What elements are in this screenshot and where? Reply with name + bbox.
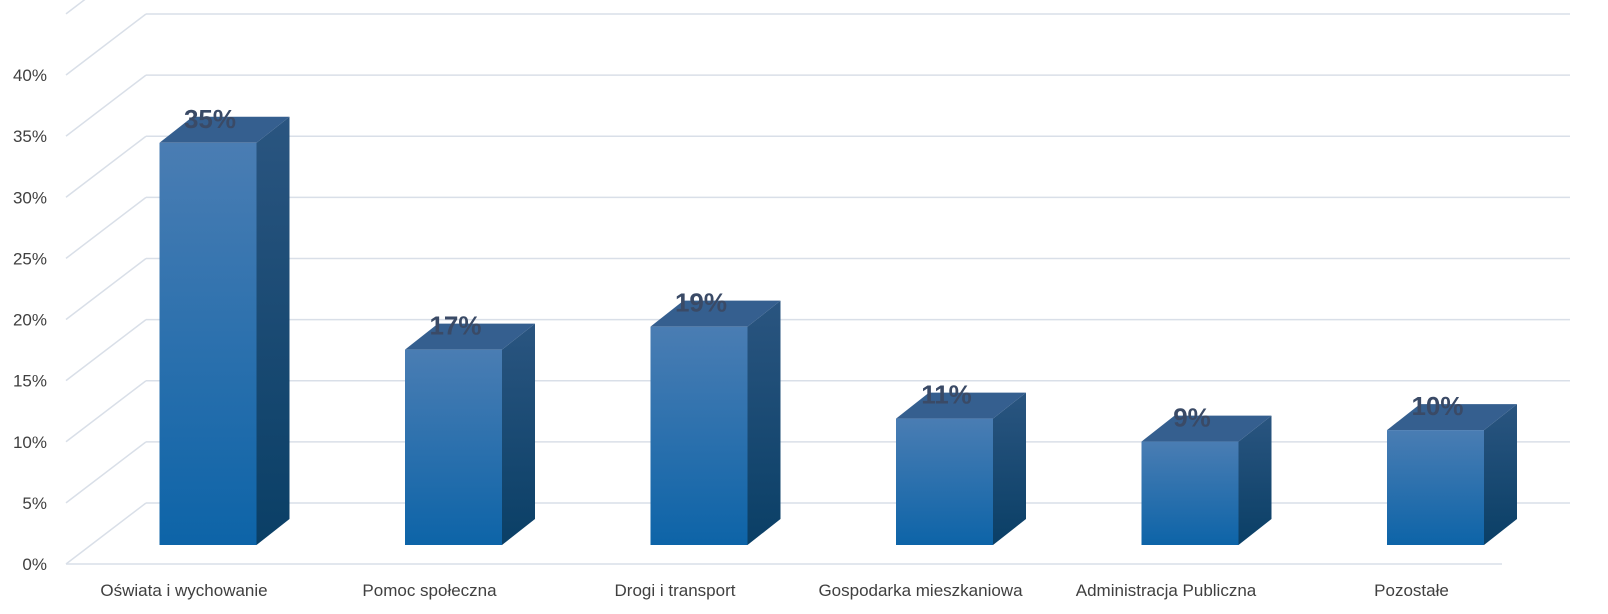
bar-front [1141, 441, 1239, 545]
gridline-side [65, 257, 147, 321]
gridlines [65, 0, 1570, 565]
bar: 35% [159, 104, 290, 546]
bar-top [159, 116, 290, 143]
bar-top [650, 300, 781, 327]
category-label: Drogi i transport [615, 581, 736, 600]
bar-front [1387, 430, 1484, 545]
category-label: Pozostałe [1374, 581, 1449, 600]
gridline-side [65, 135, 147, 198]
y-tick-label: 10% [13, 433, 47, 452]
bar: 10% [1387, 391, 1517, 545]
gridline-side [65, 380, 147, 443]
bar: 11% [896, 380, 1026, 545]
bar-front [896, 418, 993, 545]
gridline-side [65, 196, 147, 259]
y-tick-label: 15% [13, 372, 47, 391]
bars: 35% 17% 19% 11% 9% 10% [159, 104, 1517, 546]
data-label: 11% [921, 380, 972, 410]
gridline-side [65, 74, 147, 137]
gridline-side [65, 13, 147, 76]
bar-side [993, 392, 1026, 545]
gridline-side [65, 319, 147, 382]
bar: 19% [650, 288, 781, 545]
data-label: 19% [675, 288, 727, 318]
bar-top [896, 392, 1026, 419]
x-axis: Oświata i wychowanie Pomoc społeczna Drogi… [100, 581, 1448, 600]
bar-side [502, 323, 535, 545]
bar-top [1141, 415, 1272, 442]
category-label: Gospodarka mieszkaniowa [818, 581, 1023, 600]
bar-side [1238, 415, 1272, 545]
y-tick-label: 35% [13, 127, 47, 146]
bar-side [256, 116, 290, 546]
y-tick-label: 0% [22, 555, 47, 574]
category-label: Administracja Publiczna [1076, 581, 1257, 600]
y-tick-label: 5% [22, 494, 47, 513]
y-axis: 0% 5% 10% 15% 20% 25% 30% 35% 40% [13, 66, 47, 574]
data-label: 17% [429, 311, 481, 341]
bar-front [159, 142, 257, 546]
y-tick-label: 40% [13, 66, 47, 85]
bar: 17% [405, 311, 535, 545]
data-label: 10% [1411, 391, 1463, 421]
gridline-side [65, 502, 147, 565]
y-tick-label: 30% [13, 188, 47, 207]
bar-top [405, 323, 535, 350]
y-tick-label: 25% [13, 249, 47, 268]
bar-top [1387, 404, 1517, 431]
data-label: 35% [184, 104, 236, 134]
y-tick-label: 20% [13, 311, 47, 330]
category-label: Pomoc społeczna [362, 581, 497, 600]
bar-side [747, 300, 781, 545]
category-label: Oświata i wychowanie [100, 581, 267, 600]
bar: 9% [1141, 403, 1272, 545]
data-label: 9% [1173, 403, 1211, 433]
bar-front [650, 326, 748, 545]
gridline-side [65, 441, 147, 504]
bar-front [405, 349, 502, 545]
bar-side [1484, 404, 1517, 545]
gridline-side [65, 0, 86, 15]
